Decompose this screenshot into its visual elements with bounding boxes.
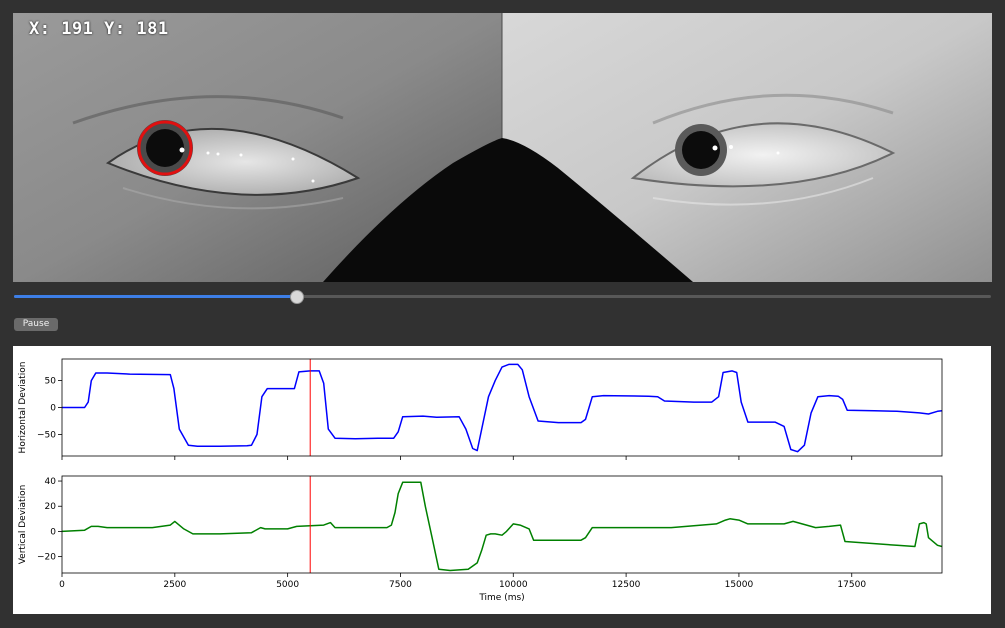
chart2-x-tick-label: 10000 (499, 580, 528, 590)
chart1-y-tick-label: 0 (50, 404, 56, 414)
deviation-plot-svg: −50 0 50 Horizontal Deviation 0 2500 5000 7500 1… (18, 358, 943, 603)
chart1-y-tick-label: 50 (45, 377, 57, 387)
chart2-y-tick-label: 0 (50, 527, 56, 537)
chart1-y-tick-label: −50 (37, 430, 56, 440)
chart1-series-line (62, 363, 943, 453)
chart2-y-tick-label: 40 (45, 477, 57, 487)
pupil-marker (137, 120, 193, 176)
chart1-axes-frame (61, 358, 943, 457)
slider-handle[interactable] (290, 290, 305, 304)
chart2-x-tick-label: 0 (59, 580, 65, 590)
nose-shadow (323, 138, 693, 282)
chart2-x-axis-label: Time (ms) (478, 593, 524, 603)
chart2-x-tick-label: 5000 (276, 580, 299, 590)
eye-video-image (13, 13, 992, 282)
chart2-y-axis-label: Vertical Deviation (18, 485, 28, 565)
chart2-series-line (61, 481, 943, 572)
chart2-axes-frame (61, 475, 943, 574)
playback-slider[interactable] (14, 289, 991, 305)
chart2-x-tick-label: 15000 (725, 580, 754, 590)
pause-button[interactable]: Pause (14, 318, 58, 331)
chart2-y-tick-label: 20 (45, 502, 57, 512)
chart2-x-tick-label: 7500 (389, 580, 412, 590)
eye-video-frame: X: 191 Y: 181 (13, 13, 992, 282)
chart1-y-axis-label: Horizontal Deviation (18, 362, 28, 454)
chart2-x-tick-label: 17500 (837, 580, 866, 590)
deviation-plot: −50 0 50 Horizontal Deviation 0 2500 5000 7500 1… (13, 346, 991, 614)
chart2-x-tick-label: 2500 (163, 580, 186, 590)
slider-track[interactable] (14, 295, 991, 298)
chart2-y-tick-label: −20 (37, 553, 56, 563)
slider-progress (14, 295, 298, 298)
chart2-x-tick-label: 12500 (612, 580, 641, 590)
coordinate-readout: X: 191 Y: 181 (29, 19, 169, 39)
